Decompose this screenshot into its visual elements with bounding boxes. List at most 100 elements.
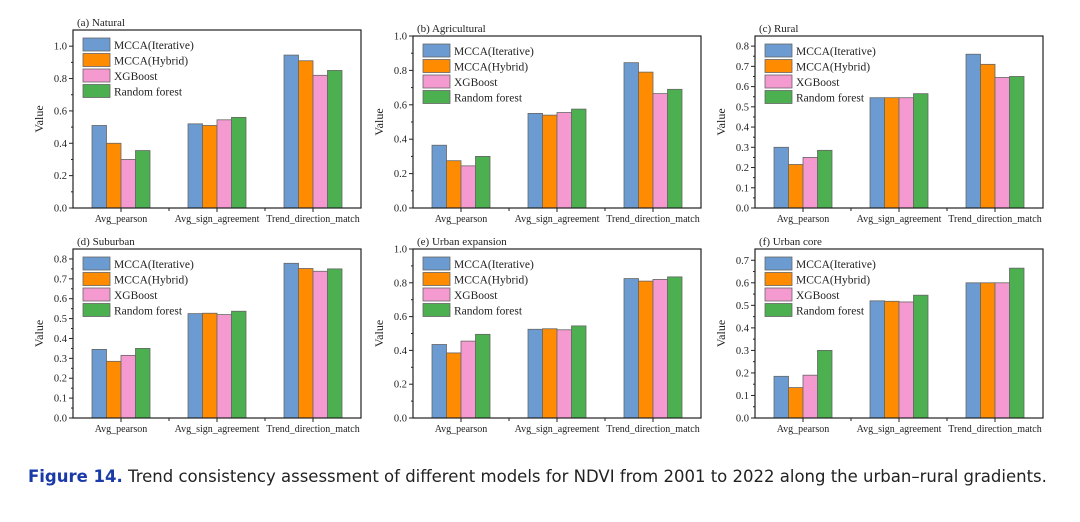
y-tick-label: 0.1 [54, 394, 67, 405]
y-tick-label: 0.5 [736, 301, 749, 312]
y-tick-label: 0.5 [54, 314, 67, 325]
legend-swatch [764, 74, 793, 89]
y-tick-label: 0.3 [54, 354, 67, 365]
x-tick-label: Avg_sign_agreement [857, 424, 942, 435]
y-tick-label: 0.4 [394, 135, 408, 146]
bar [283, 262, 299, 419]
bar [802, 157, 818, 209]
plot-frame [754, 35, 1044, 209]
legend-swatch [422, 43, 451, 58]
bar [898, 301, 914, 419]
bar [965, 282, 981, 419]
y-axis-label: Value [714, 320, 728, 347]
x-tick-label: Trend_direction_match [266, 424, 360, 435]
bar [667, 88, 683, 209]
y-tick-label: 0.8 [394, 66, 407, 77]
bar [884, 300, 900, 419]
x-tick-label: Avg_pearson [435, 424, 488, 435]
x-tick-label: Avg_pearson [777, 214, 830, 225]
legend-swatch [422, 303, 451, 317]
y-tick-label: 0.7 [736, 62, 749, 73]
y-tick-label: 0.1 [736, 183, 749, 194]
x-tick-label: Trend_direction_match [266, 214, 360, 225]
legend-swatch [764, 303, 793, 317]
bar [312, 270, 328, 419]
legend-label: MCCA(Iterative) [454, 46, 534, 58]
y-tick-label: 0.4 [394, 346, 408, 357]
bar [623, 278, 639, 419]
legend-swatch [82, 68, 111, 83]
y-tick-label: 0.2 [394, 169, 407, 180]
bar [571, 108, 587, 209]
y-tick-label: 0.2 [736, 163, 749, 174]
bar [773, 146, 789, 209]
legend: MCCA(Iterative) MCCA(Hybrid) XGBoost Random… [82, 37, 194, 99]
bar [187, 123, 203, 209]
bar [527, 113, 543, 209]
legend-swatch [422, 74, 451, 89]
chart-title: (d) Suburban [77, 236, 135, 248]
y-tick-label: 0.4 [54, 139, 68, 150]
y-tick-label: 0.8 [394, 278, 407, 289]
y-tick-label: 0.0 [394, 414, 407, 425]
bar [475, 333, 491, 419]
y-tick-label: 0.0 [54, 414, 67, 425]
x-tick-label: Avg_sign_agreement [857, 214, 942, 225]
y-tick-label: 0.5 [736, 102, 749, 113]
legend-label: XGBoost [796, 290, 840, 302]
bar [431, 344, 447, 419]
bar [788, 164, 804, 209]
plot-frame [412, 35, 702, 209]
y-tick-label: 0.6 [54, 294, 67, 305]
bar [980, 282, 996, 419]
legend-swatch [82, 272, 111, 286]
bar [571, 325, 587, 419]
legend-swatch [764, 59, 793, 73]
bar [527, 328, 543, 419]
y-tick-label: 0.0 [54, 204, 67, 215]
legend-label: MCCA(Iterative) [796, 46, 876, 58]
legend-label: MCCA(Hybrid) [454, 62, 528, 74]
bar [884, 97, 900, 209]
legend-swatch [82, 303, 111, 317]
y-tick-label: 0.4 [736, 123, 750, 134]
bar [231, 116, 247, 209]
chart-panel: (b) Agricultural Value Avg_pearson Avg_sign… [372, 23, 702, 225]
legend-label: Random forest [796, 306, 865, 318]
bar [446, 352, 462, 419]
legend-label: MCCA(Hybrid) [454, 275, 528, 287]
plot-frame [412, 248, 702, 419]
bar [802, 374, 818, 419]
y-axis-label: Value [714, 108, 728, 135]
y-tick-label: 0.6 [736, 278, 749, 289]
y-axis-label: Value [32, 105, 46, 132]
y-axis-label: Value [372, 108, 386, 135]
legend: MCCA(Iterative) MCCA(Hybrid) XGBoost Random… [764, 256, 876, 318]
legend-label: Random forest [114, 306, 183, 318]
bar [1009, 267, 1025, 419]
x-tick-label: Avg_pearson [95, 424, 148, 435]
legend-label: XGBoost [114, 71, 158, 83]
bar [446, 160, 462, 209]
bar [542, 328, 558, 419]
bar [638, 71, 654, 209]
legend-label: Random forest [454, 306, 523, 318]
bar [231, 310, 247, 419]
bar [773, 375, 789, 419]
legend-label: Random forest [796, 93, 865, 105]
x-tick-label: Avg_sign_agreement [175, 424, 260, 435]
y-tick-label: 0.2 [736, 368, 749, 379]
x-tick-label: Avg_pearson [95, 214, 148, 225]
y-tick-label: 0.0 [736, 414, 749, 425]
bar [120, 159, 136, 209]
legend-label: Random forest [114, 87, 183, 99]
bar [817, 149, 833, 209]
legend-swatch [82, 256, 111, 271]
bar [994, 282, 1010, 419]
legend: MCCA(Iterative) MCCA(Hybrid) XGBoost Random… [82, 256, 194, 318]
bar [202, 312, 218, 419]
legend-label: MCCA(Hybrid) [796, 62, 870, 74]
legend-label: MCCA(Iterative) [796, 259, 876, 271]
chart-title: (a) Natural [77, 17, 125, 29]
bar [556, 112, 572, 209]
